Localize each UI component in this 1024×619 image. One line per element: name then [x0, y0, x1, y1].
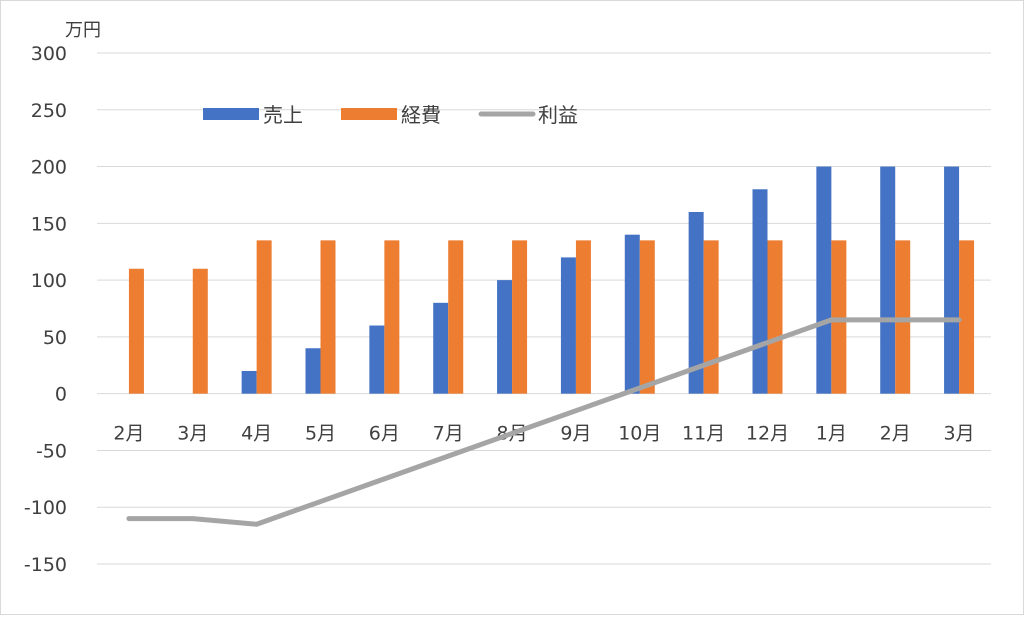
bar-expenses — [639, 240, 655, 394]
y-tick-label: 200 — [31, 157, 67, 179]
x-tick-label: 3月 — [944, 423, 975, 445]
y-tick-label: 250 — [31, 100, 67, 122]
bar-sales — [369, 325, 385, 394]
bar-expenses — [703, 240, 719, 394]
x-tick-label: 5月 — [305, 423, 336, 445]
bar-sales — [497, 280, 513, 394]
legend: 売上 経費 利益 — [203, 103, 578, 127]
x-tick-label: 10月 — [618, 423, 661, 445]
x-axis-ticks: 2月 3月 4月 5月 6月 7月 8月 9月 10月 11月 12月 1月 2月 3月 — [113, 423, 974, 445]
bar-expenses — [128, 268, 144, 394]
bar-sales — [688, 211, 704, 394]
legend-label: 利益 — [538, 103, 578, 127]
bar-sales — [241, 370, 257, 394]
bar-expenses — [959, 240, 975, 394]
bar-expenses — [895, 240, 911, 394]
y-tick-label: -150 — [24, 554, 67, 576]
bar-sales — [433, 302, 449, 394]
legend-label: 経費 — [401, 103, 441, 127]
profit-line — [126, 317, 962, 527]
bar-sales — [560, 257, 576, 394]
x-tick-label: 1月 — [816, 423, 847, 445]
y-tick-label: 50 — [43, 327, 67, 349]
bar-sales — [752, 189, 768, 394]
bar-expenses — [767, 240, 783, 394]
y-tick-label: 100 — [31, 270, 67, 292]
y-tick-label: 300 — [31, 43, 67, 65]
x-tick-label: 2月 — [880, 423, 911, 445]
x-tick-label: 6月 — [369, 423, 400, 445]
bar-expenses — [256, 240, 272, 394]
legend-swatch — [203, 108, 259, 120]
x-tick-label: 12月 — [746, 423, 789, 445]
x-tick-label: 7月 — [433, 423, 464, 445]
bar-expenses — [831, 240, 847, 394]
bar-sales — [624, 234, 640, 394]
y-axis-ticks: 300 250 200 150 100 50 0 -50 -100 -150 — [24, 43, 67, 576]
x-tick-label: 9月 — [560, 423, 591, 445]
y-tick-label: 150 — [31, 213, 67, 235]
bar-sales — [816, 166, 832, 394]
bars — [128, 166, 975, 394]
legend-swatch — [341, 108, 397, 120]
bar-sales — [944, 166, 960, 394]
bar-sales — [305, 348, 321, 394]
bar-expenses — [448, 240, 464, 394]
y-tick-label: 0 — [55, 384, 67, 406]
y-tick-label: -100 — [24, 497, 67, 519]
bar-expenses — [575, 240, 591, 394]
bar-expenses — [384, 240, 400, 394]
bar-sales — [880, 166, 896, 394]
y-unit-label: 万円 — [65, 20, 101, 41]
y-tick-label: -50 — [36, 440, 67, 462]
gridlines — [97, 52, 991, 565]
line-profit — [126, 317, 962, 527]
bar-expenses — [512, 240, 528, 394]
legend-label: 売上 — [263, 103, 303, 127]
x-tick-label: 4月 — [241, 423, 272, 445]
x-tick-label: 3月 — [177, 423, 208, 445]
bar-expenses — [192, 268, 208, 394]
x-tick-label: 2月 — [113, 423, 144, 445]
x-tick-label: 11月 — [682, 423, 725, 445]
bar-expenses — [320, 240, 336, 394]
